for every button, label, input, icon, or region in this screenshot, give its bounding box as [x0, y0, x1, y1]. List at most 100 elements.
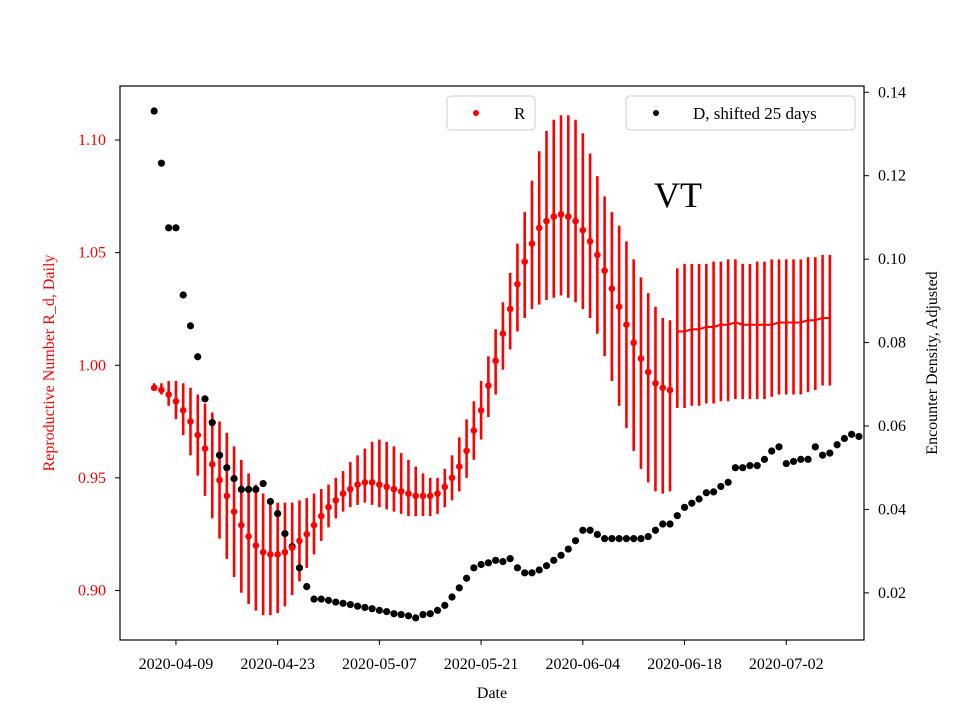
d-point [521, 569, 529, 577]
d-point [157, 159, 166, 167]
r-point [506, 305, 514, 313]
r-point [259, 548, 267, 556]
r-point [397, 488, 405, 495]
r-point [405, 490, 412, 497]
r-point [499, 330, 507, 338]
r-point [514, 280, 521, 288]
d-point [630, 535, 638, 543]
r-point [274, 551, 281, 558]
r-point [637, 355, 645, 362]
d-point [252, 485, 260, 494]
left-y-axis-label: Reproductive Number R_d, Daily [41, 255, 58, 472]
d-point [710, 488, 718, 496]
d-point [274, 509, 282, 518]
d-point [739, 464, 747, 472]
legend-r-frame [446, 95, 536, 131]
d-point [310, 595, 318, 603]
d-point [186, 322, 195, 330]
r-point [368, 479, 376, 486]
d-point [659, 520, 667, 528]
r-point [223, 492, 231, 500]
d-point [390, 610, 398, 618]
r-point [230, 508, 238, 515]
left-y-ticks: 0.90 0.95 1.00 1.05 1.10 [78, 132, 120, 599]
r-point [586, 238, 594, 245]
d-point [848, 430, 856, 438]
r-point [390, 485, 398, 493]
d-point [404, 612, 413, 620]
r-tail-line [677, 316, 830, 333]
d-point [470, 564, 478, 572]
r-point [601, 267, 608, 274]
legend-d-label: D, shifted 25 days [693, 104, 817, 123]
r-point [535, 224, 543, 232]
d-point [150, 107, 158, 115]
d-point [753, 462, 761, 470]
d-point [223, 464, 231, 472]
x-tick-label: 2020-05-07 [342, 656, 417, 673]
d-point [651, 526, 660, 534]
d-point [245, 485, 253, 494]
left-y-tick-label: 1.10 [78, 132, 106, 149]
r-point [296, 537, 303, 545]
r-point [238, 521, 245, 529]
d-point [165, 224, 173, 232]
r-point [426, 492, 434, 500]
d-point [818, 451, 827, 459]
r-point [557, 211, 565, 218]
d-point [695, 495, 703, 503]
d-point [281, 530, 289, 538]
d-point [804, 455, 812, 463]
r-point [172, 397, 180, 405]
d-point [172, 224, 180, 232]
d-point [259, 479, 267, 488]
r-point [245, 533, 252, 540]
r-point [659, 384, 667, 392]
r-point [325, 503, 332, 511]
x-tick-label: 2020-04-23 [240, 656, 315, 673]
r-point [383, 483, 390, 491]
right-y-tick-label: 0.06 [878, 418, 906, 435]
d-point [833, 441, 841, 449]
d-point [448, 593, 456, 601]
d-point [433, 606, 442, 614]
r-point [354, 481, 361, 488]
r-point [572, 217, 579, 225]
d-point [608, 535, 616, 543]
r-point [521, 258, 528, 265]
d-point [782, 459, 790, 468]
r-point [419, 492, 427, 500]
legend-r-label: R [514, 104, 526, 123]
d-point [484, 559, 492, 567]
x-ticks: 2020-04-09 2020-04-23 2020-05-07 2020-05-21… [139, 640, 824, 673]
r-point [550, 213, 558, 220]
r-point [281, 548, 289, 556]
legend-r: R [446, 95, 536, 131]
d-point [383, 608, 391, 616]
r-point [485, 382, 492, 389]
right-y-tick-label: 0.02 [878, 585, 906, 602]
r-points [150, 211, 830, 558]
d-point [477, 560, 485, 569]
d-point [789, 457, 798, 466]
d-point [266, 497, 274, 506]
r-point [666, 386, 674, 394]
right-y-axis-label: Encounter Density, Adjusted [924, 271, 941, 454]
d-point [586, 526, 594, 534]
d-point [499, 557, 507, 566]
right-y-tick-label: 0.10 [878, 251, 906, 268]
r-point [434, 490, 441, 497]
right-y-tick-label: 0.08 [878, 335, 906, 352]
d-point [506, 555, 514, 563]
r-point [477, 406, 485, 414]
d-point [775, 443, 783, 451]
d-point [419, 610, 427, 619]
r-point [441, 483, 449, 491]
r-point [564, 213, 572, 220]
r-point [470, 427, 478, 434]
x-tick-label: 2020-06-04 [545, 656, 620, 673]
r-point [303, 530, 311, 538]
d-point [353, 602, 362, 610]
r-error-bars [152, 115, 832, 616]
r-point [594, 251, 601, 259]
